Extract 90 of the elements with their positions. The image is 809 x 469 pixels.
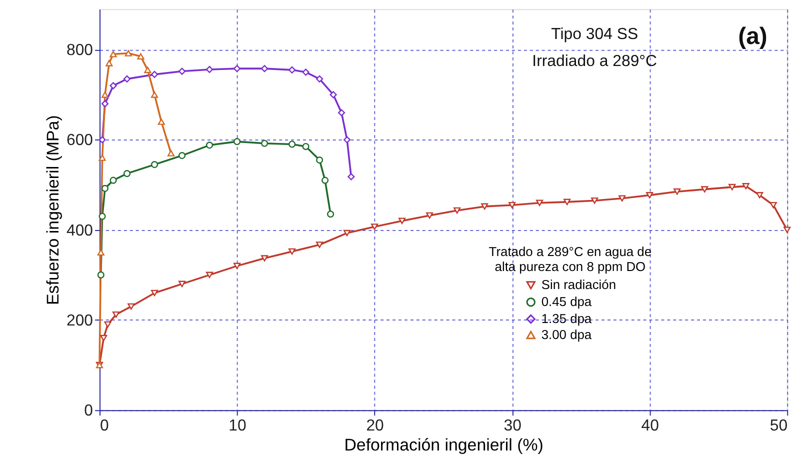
point (316, 242, 324, 248)
point (454, 207, 461, 214)
point (110, 51, 117, 58)
x-tick-label: 50 (770, 418, 788, 435)
point (98, 136, 106, 144)
point (288, 248, 296, 255)
point (302, 142, 310, 150)
y-tick-label: 800 (66, 42, 94, 60)
point (742, 183, 750, 190)
point (508, 202, 516, 208)
point (98, 212, 106, 220)
point (206, 142, 214, 149)
point (330, 91, 337, 98)
x-axis-title: Deformación ingenieril (%) (344, 435, 544, 454)
point (106, 60, 113, 66)
point (344, 230, 351, 236)
x-tick-label: 0 (100, 418, 110, 435)
point (398, 218, 406, 224)
point (302, 68, 310, 76)
point (206, 66, 214, 74)
point (128, 303, 135, 310)
legend-label: 0.45 dpa (541, 294, 592, 310)
point (260, 255, 268, 262)
legend-title: Tratado a 289°C en agua de alta pureza con 8 ppm DO (488, 244, 652, 274)
point (233, 262, 241, 270)
point (178, 152, 186, 160)
point (327, 210, 334, 218)
point (348, 173, 355, 180)
point (756, 192, 764, 198)
point (481, 203, 488, 210)
point (178, 68, 186, 75)
point (784, 226, 791, 234)
annotation: (a) (738, 22, 768, 50)
point (316, 156, 324, 164)
point (101, 184, 109, 192)
point (536, 200, 544, 206)
point (167, 150, 175, 156)
point (646, 192, 654, 198)
point (110, 176, 117, 184)
point (150, 290, 158, 296)
point (137, 53, 144, 60)
point (371, 224, 378, 230)
point (150, 92, 158, 98)
point (124, 50, 132, 56)
y-tick-label: 600 (66, 132, 94, 150)
point (144, 66, 152, 74)
x-tick-label: 30 (504, 418, 522, 435)
point (150, 161, 158, 168)
point (178, 280, 186, 288)
point (770, 202, 777, 208)
point (158, 118, 165, 125)
y-tick-label: 200 (66, 312, 94, 330)
point (206, 272, 214, 278)
annotation: Irradiado a 289°C (532, 52, 658, 70)
point (97, 271, 104, 278)
legend-label: 1.35 dpa (541, 311, 592, 326)
point (101, 100, 109, 108)
point (150, 70, 158, 78)
point (338, 109, 346, 116)
point (112, 311, 120, 318)
point (728, 184, 736, 190)
x-tick-label: 40 (641, 418, 660, 435)
legend-label: 3.00 dpa (541, 326, 592, 342)
x-tick-label: 10 (228, 418, 247, 435)
point (618, 195, 626, 202)
point (260, 65, 268, 72)
annotation: Tipo 304 SS (551, 26, 638, 43)
point (233, 65, 241, 72)
point (564, 198, 571, 206)
point (123, 170, 131, 178)
point (260, 140, 268, 147)
point (321, 176, 329, 184)
point (674, 188, 681, 195)
point (104, 321, 112, 328)
y-tick-label: 400 (66, 222, 94, 240)
y-axis-title: Esfuerzo ingenieril (MPa) (44, 115, 63, 306)
x-tick-label: 20 (366, 418, 384, 435)
point (123, 75, 131, 82)
point (233, 138, 241, 146)
point (101, 92, 109, 98)
point (288, 66, 296, 74)
point (344, 136, 351, 144)
point (426, 212, 434, 219)
point (591, 197, 598, 204)
point (316, 75, 324, 82)
y-tick-label: 0 (84, 402, 94, 420)
legend-label: Sin radiación (541, 277, 616, 292)
point (288, 140, 296, 148)
point (701, 186, 708, 192)
point (110, 82, 117, 90)
